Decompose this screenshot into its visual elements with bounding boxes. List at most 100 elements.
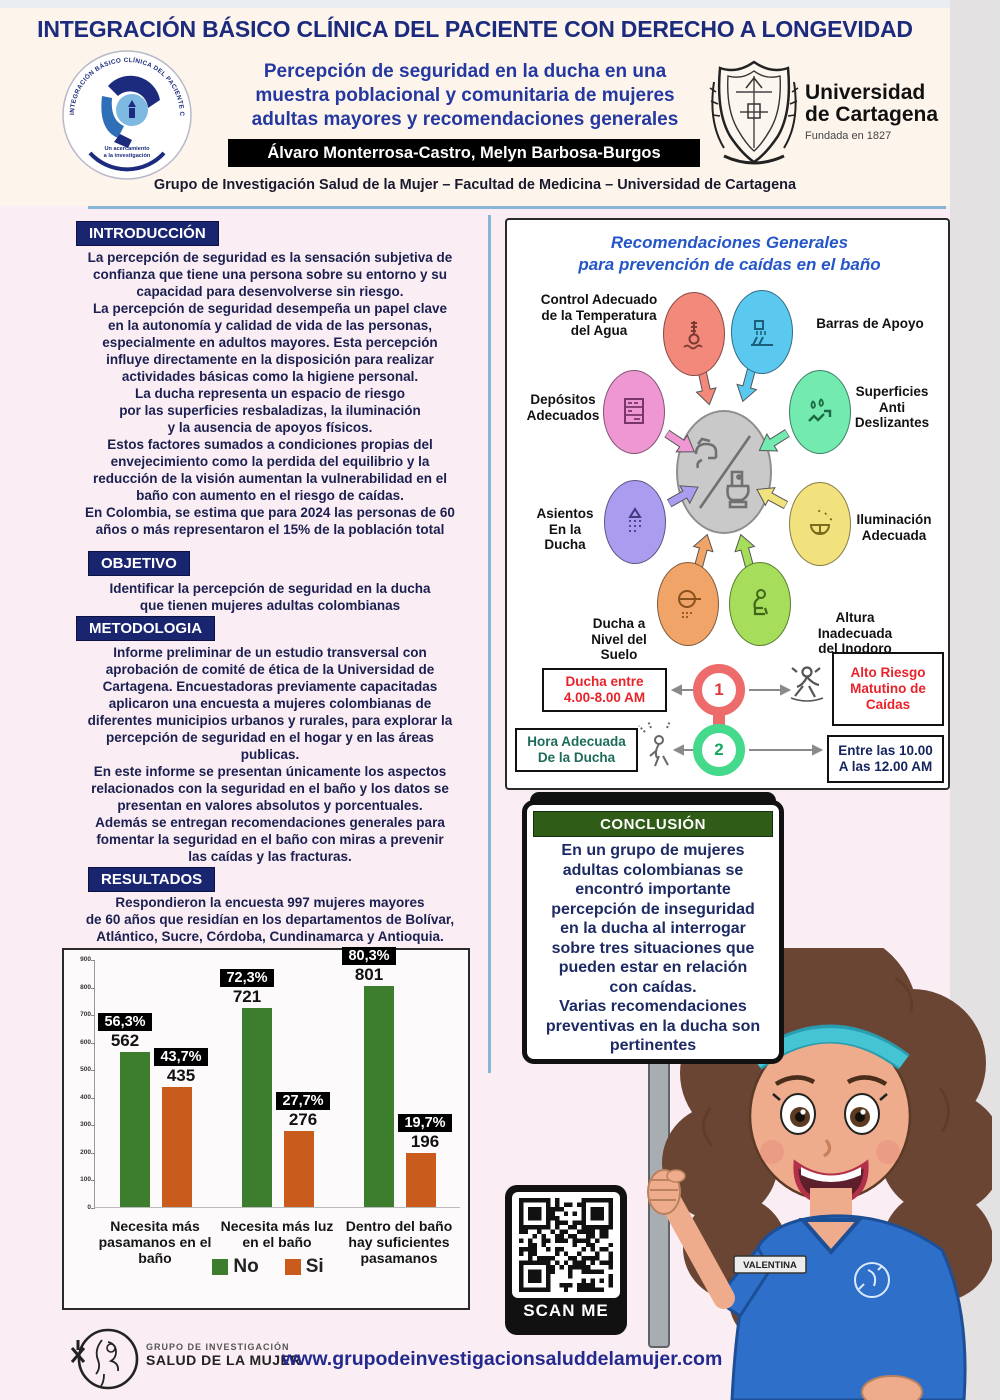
falling-person-icon [790, 666, 824, 702]
pct-label: 27,7% [276, 1092, 330, 1111]
woman-silhouette-icon [70, 1328, 139, 1390]
chart-legend: No Si [64, 1256, 472, 1278]
count-label: 562 [110, 1031, 140, 1051]
bubble-label: Control Adecuado de la Temperatura del A… [540, 292, 658, 339]
footer-group-line1: GRUPO DE INVESTIGACIÓN [146, 1342, 290, 1352]
resultados-text: Respondieron la encuesta 997 mujeres may… [85, 895, 455, 944]
chest-logo-icon [854, 1262, 890, 1298]
good-hour-box: Hora Adecuada De la Ducha [515, 728, 638, 772]
conclusion-sign: CONCLUSIÓN En un grupo de mujeres adulta… [522, 800, 784, 1064]
pct-label: 80,3% [342, 947, 396, 966]
pct-label: 19,7% [398, 1114, 452, 1133]
y-axis-tick [91, 987, 95, 989]
bubble-arrow [688, 531, 718, 570]
y-axis-tick [91, 1125, 95, 1127]
hair-fringe [748, 1016, 912, 1080]
chart-category-labels: Necesita más pasamanos en el baño Necesit… [94, 1218, 460, 1276]
grab-bars-icon [751, 320, 773, 346]
bubble-arrow [753, 424, 793, 461]
legend-item-no: No [212, 1256, 259, 1278]
poster-subtitle: Percepción de seguridad en la ducha en u… [251, 61, 679, 130]
affiliation-line: Grupo de Investigación Salud de la Mujer… [153, 177, 797, 193]
bubble-arrow [692, 370, 721, 408]
bubble-grab-bars [731, 290, 793, 374]
university-crest [709, 60, 799, 165]
bubble-shower-seat [604, 480, 666, 564]
person-on-toilet-icon [753, 589, 769, 616]
section-heading-introduccion: INTRODUCCIÓN [76, 221, 219, 246]
chart-plot-area: 0 100 200 300 400 500 600 700 800 900 56,3% 562 43,7… [80, 947, 460, 1211]
results-bar-chart: 0 100 200 300 400 500 600 700 800 900 56,3% 562 43,7… [62, 947, 472, 1310]
belly-hand [861, 1375, 923, 1400]
time-window-box: Entre las 10.00 A las 12.00 AM [827, 735, 944, 783]
eyes [772, 1075, 888, 1135]
section-heading-objetivo: OBJETIVO [88, 551, 190, 576]
timing-connectors [638, 666, 824, 767]
metodologia-text: Informe preliminar de un estudio transve… [87, 645, 453, 864]
university-name: Universidad de Cartagena Fundada en 1827 [805, 81, 955, 143]
nose [823, 1138, 832, 1158]
bubble-arrow [661, 424, 701, 461]
university-line2: de Cartagena [805, 103, 939, 127]
category-label-2: Dentro del baño hay suficientes pasamano… [345, 1218, 453, 1267]
footer-group-name: GRUPO DE INVESTIGACIÓN SALUD DE LA MUJER [146, 1342, 301, 1368]
y-axis-tick-label: 900 [80, 956, 91, 963]
scan-me-label: SCAN ME [523, 1301, 609, 1320]
lamp-icon [809, 507, 834, 535]
thermometer-icon [683, 321, 703, 350]
v-neck [798, 1218, 864, 1256]
y-axis-tick [91, 1152, 95, 1154]
section-heading-metodologia: METODOLOGIA [76, 616, 216, 641]
seal-sub-line2: a la investigación [104, 153, 151, 159]
anti-slip-icon [808, 398, 832, 422]
y-axis-tick [91, 1208, 95, 1209]
shower-seat-icon [628, 507, 642, 532]
y-axis-tick-label: 0 [87, 1204, 91, 1211]
bubble-arrow [751, 479, 791, 515]
bubble-arrow [732, 367, 762, 406]
bar-labels-si-2: 19,7% 196 [383, 1114, 467, 1151]
legend-label: No [233, 1256, 259, 1277]
section-heading-conclusion: CONCLUSIÓN [533, 811, 773, 837]
pct-label: 72,3% [220, 969, 274, 988]
bubble-thermometer [663, 292, 725, 376]
university-line1: Universidad [805, 81, 926, 104]
bar-labels-si-1: 27,7% 276 [261, 1092, 345, 1129]
blush-right [876, 1140, 900, 1164]
bubble-label: Depósitos Adecuados [526, 392, 600, 423]
bar-labels-si-0: 43,7% 435 [139, 1048, 223, 1085]
y-axis-tick [91, 1015, 95, 1017]
y-axis-tick [91, 1042, 95, 1044]
risk-box: Alto Riesgo Matutino de Caídas [832, 652, 944, 726]
bubble-label: Superficies Anti Deslizantes [854, 384, 930, 431]
faucet-toilet-icon [694, 435, 752, 509]
bubble-arrow [664, 477, 704, 513]
header-divider [88, 206, 946, 209]
y-axis-tick [91, 1180, 95, 1182]
bubble-shelves [603, 370, 665, 454]
count-label: 196 [410, 1132, 440, 1152]
floor-level-shower-icon [678, 590, 701, 618]
bar-si-0 [162, 1087, 192, 1207]
legend-label: Si [305, 1256, 324, 1277]
top-strip [0, 0, 1000, 8]
page-title: INTEGRACIÓN BÁSICO CLÍNICA DEL PACIENTE … [37, 16, 913, 42]
bar-no-2 [364, 986, 394, 1207]
bar-no-0 [120, 1052, 150, 1207]
bubble-label: Iluminación Adecuada [856, 512, 932, 543]
y-axis-tick-label: 200 [80, 1148, 91, 1156]
timing-node-2: 2 [693, 724, 745, 776]
website-link[interactable]: www.grupodeinvestigacionsaluddelamujer.c… [282, 1348, 723, 1370]
university-founded: Fundada en 1827 [805, 130, 892, 143]
blush-left [760, 1140, 784, 1164]
y-axis-tick [91, 1097, 95, 1099]
qr-code [512, 1192, 620, 1298]
bathroom-center-node [676, 410, 772, 534]
section-heading-resultados: RESULTADOS [88, 867, 216, 892]
hand [647, 1169, 686, 1215]
bubble-label: Ducha a Nivel del Suelo [591, 616, 647, 663]
bubble-anti-slip [789, 370, 851, 454]
seal-hand-shape [101, 96, 124, 138]
pct-label: 43,7% [154, 1048, 208, 1067]
